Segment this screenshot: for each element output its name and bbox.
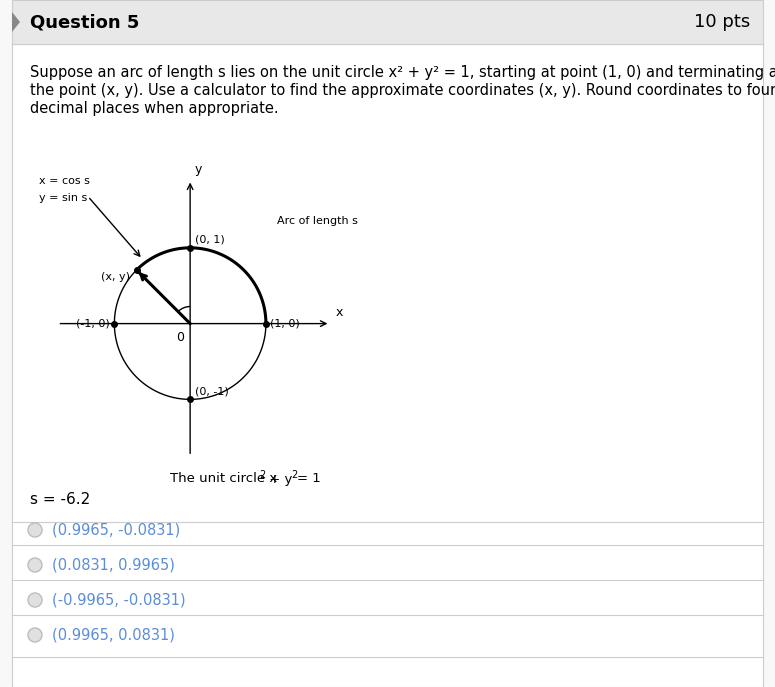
Polygon shape: [12, 12, 20, 32]
Text: (1, 0): (1, 0): [270, 319, 300, 328]
Text: y: y: [195, 163, 202, 176]
Text: decimal places when appropriate.: decimal places when appropriate.: [30, 101, 279, 116]
Text: y = sin s: y = sin s: [39, 193, 87, 203]
Text: (-1, 0): (-1, 0): [76, 319, 110, 328]
Text: 2: 2: [259, 470, 265, 480]
Text: Arc of length s: Arc of length s: [277, 216, 358, 226]
Text: Question 5: Question 5: [30, 13, 140, 31]
Text: 2: 2: [291, 470, 298, 480]
Text: Suppose an arc of length s lies on the unit circle x² + y² = 1, starting at poin: Suppose an arc of length s lies on the u…: [30, 65, 775, 80]
Text: (0.9965, -0.0831): (0.9965, -0.0831): [52, 523, 181, 537]
Text: = 1: = 1: [297, 473, 321, 486]
Text: s = -6.2: s = -6.2: [30, 491, 90, 506]
Text: x: x: [336, 306, 343, 319]
Bar: [12, 0, 763, 44]
Text: 10 pts: 10 pts: [694, 13, 750, 31]
Text: (-0.9965, -0.0831): (-0.9965, -0.0831): [52, 592, 186, 607]
Text: (0.9965, 0.0831): (0.9965, 0.0831): [52, 627, 175, 642]
Circle shape: [29, 594, 42, 607]
Text: (0.0831, 0.9965): (0.0831, 0.9965): [52, 557, 175, 572]
Circle shape: [29, 559, 42, 572]
Text: the point (x, y). Use a calculator to find the approximate coordinates (x, y). R: the point (x, y). Use a calculator to fi…: [30, 83, 775, 98]
Text: + y: + y: [265, 473, 292, 486]
Text: (x, y): (x, y): [102, 272, 130, 282]
Text: x = cos s: x = cos s: [39, 176, 89, 185]
Text: 0: 0: [176, 331, 184, 344]
Text: (0, 1): (0, 1): [195, 235, 225, 245]
Circle shape: [29, 523, 42, 537]
Text: The unit circle x: The unit circle x: [170, 473, 277, 486]
Text: (0, -1): (0, -1): [195, 386, 229, 396]
Circle shape: [29, 629, 42, 642]
